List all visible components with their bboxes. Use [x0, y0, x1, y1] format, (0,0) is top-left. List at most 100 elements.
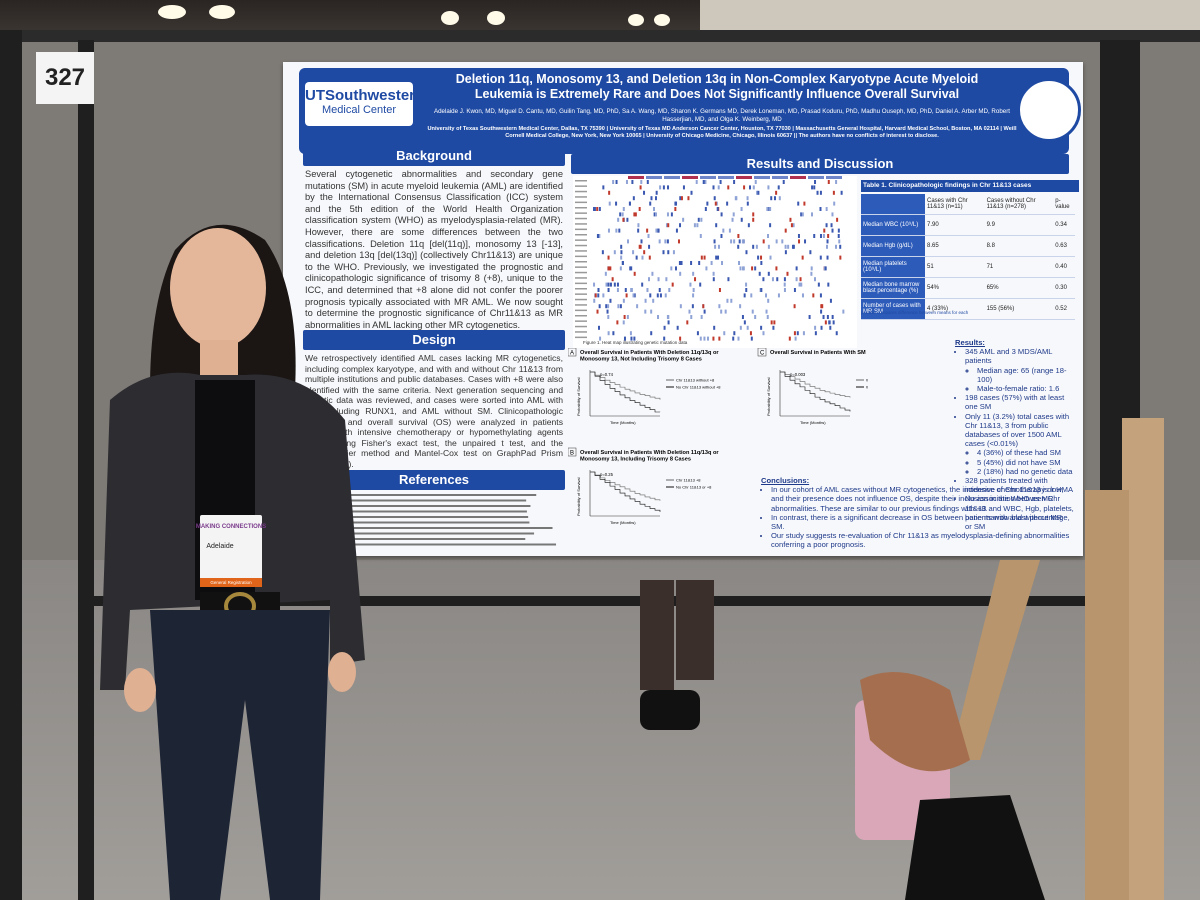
- table-cell: 65%: [984, 277, 1054, 299]
- heatmap-cell: [842, 309, 845, 314]
- heatmap-cell: [665, 277, 668, 282]
- heatmap-cell: [791, 244, 794, 249]
- heatmap-cell: [740, 207, 743, 211]
- heatmap-cell: [655, 228, 658, 233]
- heatmap-cell: [813, 234, 816, 238]
- heatmap-cell: [745, 250, 748, 255]
- reference-line: [305, 505, 531, 507]
- heatmap-cell: [750, 336, 753, 341]
- heatmap-cell: [679, 196, 682, 201]
- heatmap-cell: [731, 217, 734, 222]
- heatmap-row-label: [575, 255, 587, 258]
- heatmap-cell: [756, 190, 759, 195]
- heatmap-cell: [830, 223, 833, 228]
- heatmap-cell: [822, 234, 825, 238]
- heatmap-cell: [721, 261, 724, 265]
- badge-event: MAKING CONNECTIONS: [196, 524, 266, 530]
- conclusion-item: In contrast, there is a significant decr…: [771, 513, 1071, 531]
- heatmap-cell: [728, 228, 731, 233]
- heatmap-cell: [837, 234, 840, 238]
- frame-post: [0, 30, 22, 900]
- table-cell: 0.52: [1053, 298, 1075, 320]
- heatmap-cell: [617, 304, 620, 309]
- heatmap-cell: [825, 223, 828, 228]
- badge-name: Adelaide: [206, 543, 233, 550]
- jeans: [150, 610, 330, 900]
- heatmap-cell: [680, 261, 683, 265]
- reference-line: [305, 516, 529, 518]
- table-row: Number of cases with MR SM 4 (33%) 155 (56…: [861, 298, 1075, 320]
- background-text: Several cytogenetic abnormalities and se…: [305, 169, 563, 330]
- heatmap-cell: [767, 244, 770, 249]
- heatmap-cell: [679, 223, 682, 228]
- results-list: 345 AML and 3 MDS/AML patientsMedian age…: [955, 347, 1075, 531]
- heatmap-cell: [766, 207, 769, 211]
- heatmap-cell: [611, 277, 614, 282]
- heatmap-cell: [760, 288, 763, 292]
- heatmap-cell: [819, 190, 822, 195]
- section-heading: Background: [303, 146, 565, 166]
- table-row: Median Hgb (g/dL) 8.65 8.8 0.63: [861, 235, 1075, 257]
- heatmap-cell: [802, 331, 805, 336]
- heatmap-cell: [715, 255, 718, 260]
- table-row: Median WBC (10⁹/L) 7.90 9.9 0.34: [861, 214, 1075, 236]
- heatmap-cell: [618, 228, 621, 233]
- heatmap-row-label: [575, 217, 587, 220]
- heatmap-cell: [739, 325, 742, 330]
- heatmap-cell: [733, 331, 736, 336]
- heatmap-cell: [739, 304, 742, 309]
- heatmap-cell: [607, 288, 610, 292]
- row-label: Median bone marrow blast percentage (%): [861, 277, 925, 299]
- heatmap-cell: [626, 315, 629, 319]
- visitor-leg: [640, 580, 674, 690]
- heatmap-cell: [813, 277, 816, 282]
- table-cell: 8.8: [984, 235, 1054, 257]
- heatmap-cell: [704, 180, 707, 184]
- heatmap-cell: [769, 255, 772, 260]
- results-heading: Results:: [955, 338, 985, 347]
- heatmap-cell: [703, 336, 706, 341]
- heatmap-cell: [803, 201, 806, 206]
- heatmap-cell: [726, 298, 729, 303]
- heatmap-cell: [700, 255, 703, 260]
- heatmap-cell: [596, 309, 599, 314]
- legend-label: Without SM: [866, 385, 868, 390]
- chart-title: Overall Survival in Patients With SM: [770, 350, 866, 356]
- heatmap-cell: [650, 196, 653, 201]
- heatmap-cell: [593, 207, 596, 211]
- heatmap-cell: [766, 315, 769, 319]
- heatmap-cell: [769, 223, 772, 228]
- heatmap-cell: [706, 201, 709, 206]
- table-cell: 0.63: [1053, 235, 1075, 257]
- legend-label: With SM: [866, 378, 868, 383]
- heatmap-cell: [800, 282, 803, 287]
- heatmap-cell: [651, 271, 654, 276]
- table-cell: 0.40: [1053, 256, 1075, 278]
- results-block: Results: 345 AML and 3 MDS/AML patientsM…: [955, 338, 1075, 531]
- heatmap-cell: [677, 239, 680, 244]
- frame-post: [78, 40, 94, 900]
- survival-curve: [780, 371, 851, 398]
- table-note: p-value compares difference between mean…: [861, 310, 969, 315]
- heatmap-cell: [839, 255, 842, 260]
- heatmap-cell: [621, 212, 624, 217]
- heatmap-cell: [713, 239, 716, 244]
- heatmap-cell: [784, 228, 787, 233]
- heatmap-cell: [717, 244, 720, 249]
- heatmap-cell: [694, 277, 697, 282]
- heatmap-cell: [649, 293, 652, 298]
- heatmap-cell: [786, 271, 789, 276]
- heatmap-cell: [635, 255, 638, 260]
- heatmap-annotation: [646, 176, 662, 179]
- legend-label: Chr 11&13 without +8: [676, 378, 715, 383]
- heatmap-cell: [737, 244, 740, 249]
- heatmap-cell: [798, 282, 801, 287]
- heatmap-cell: [782, 180, 785, 184]
- heatmap-cell: [835, 244, 838, 249]
- heatmap-cell: [776, 277, 779, 282]
- heatmap-cell: [647, 277, 650, 282]
- chart-letter-box: [568, 447, 577, 457]
- heatmap-cell: [633, 271, 636, 276]
- heatmap-cell: [777, 293, 780, 298]
- heatmap-cell: [638, 207, 641, 211]
